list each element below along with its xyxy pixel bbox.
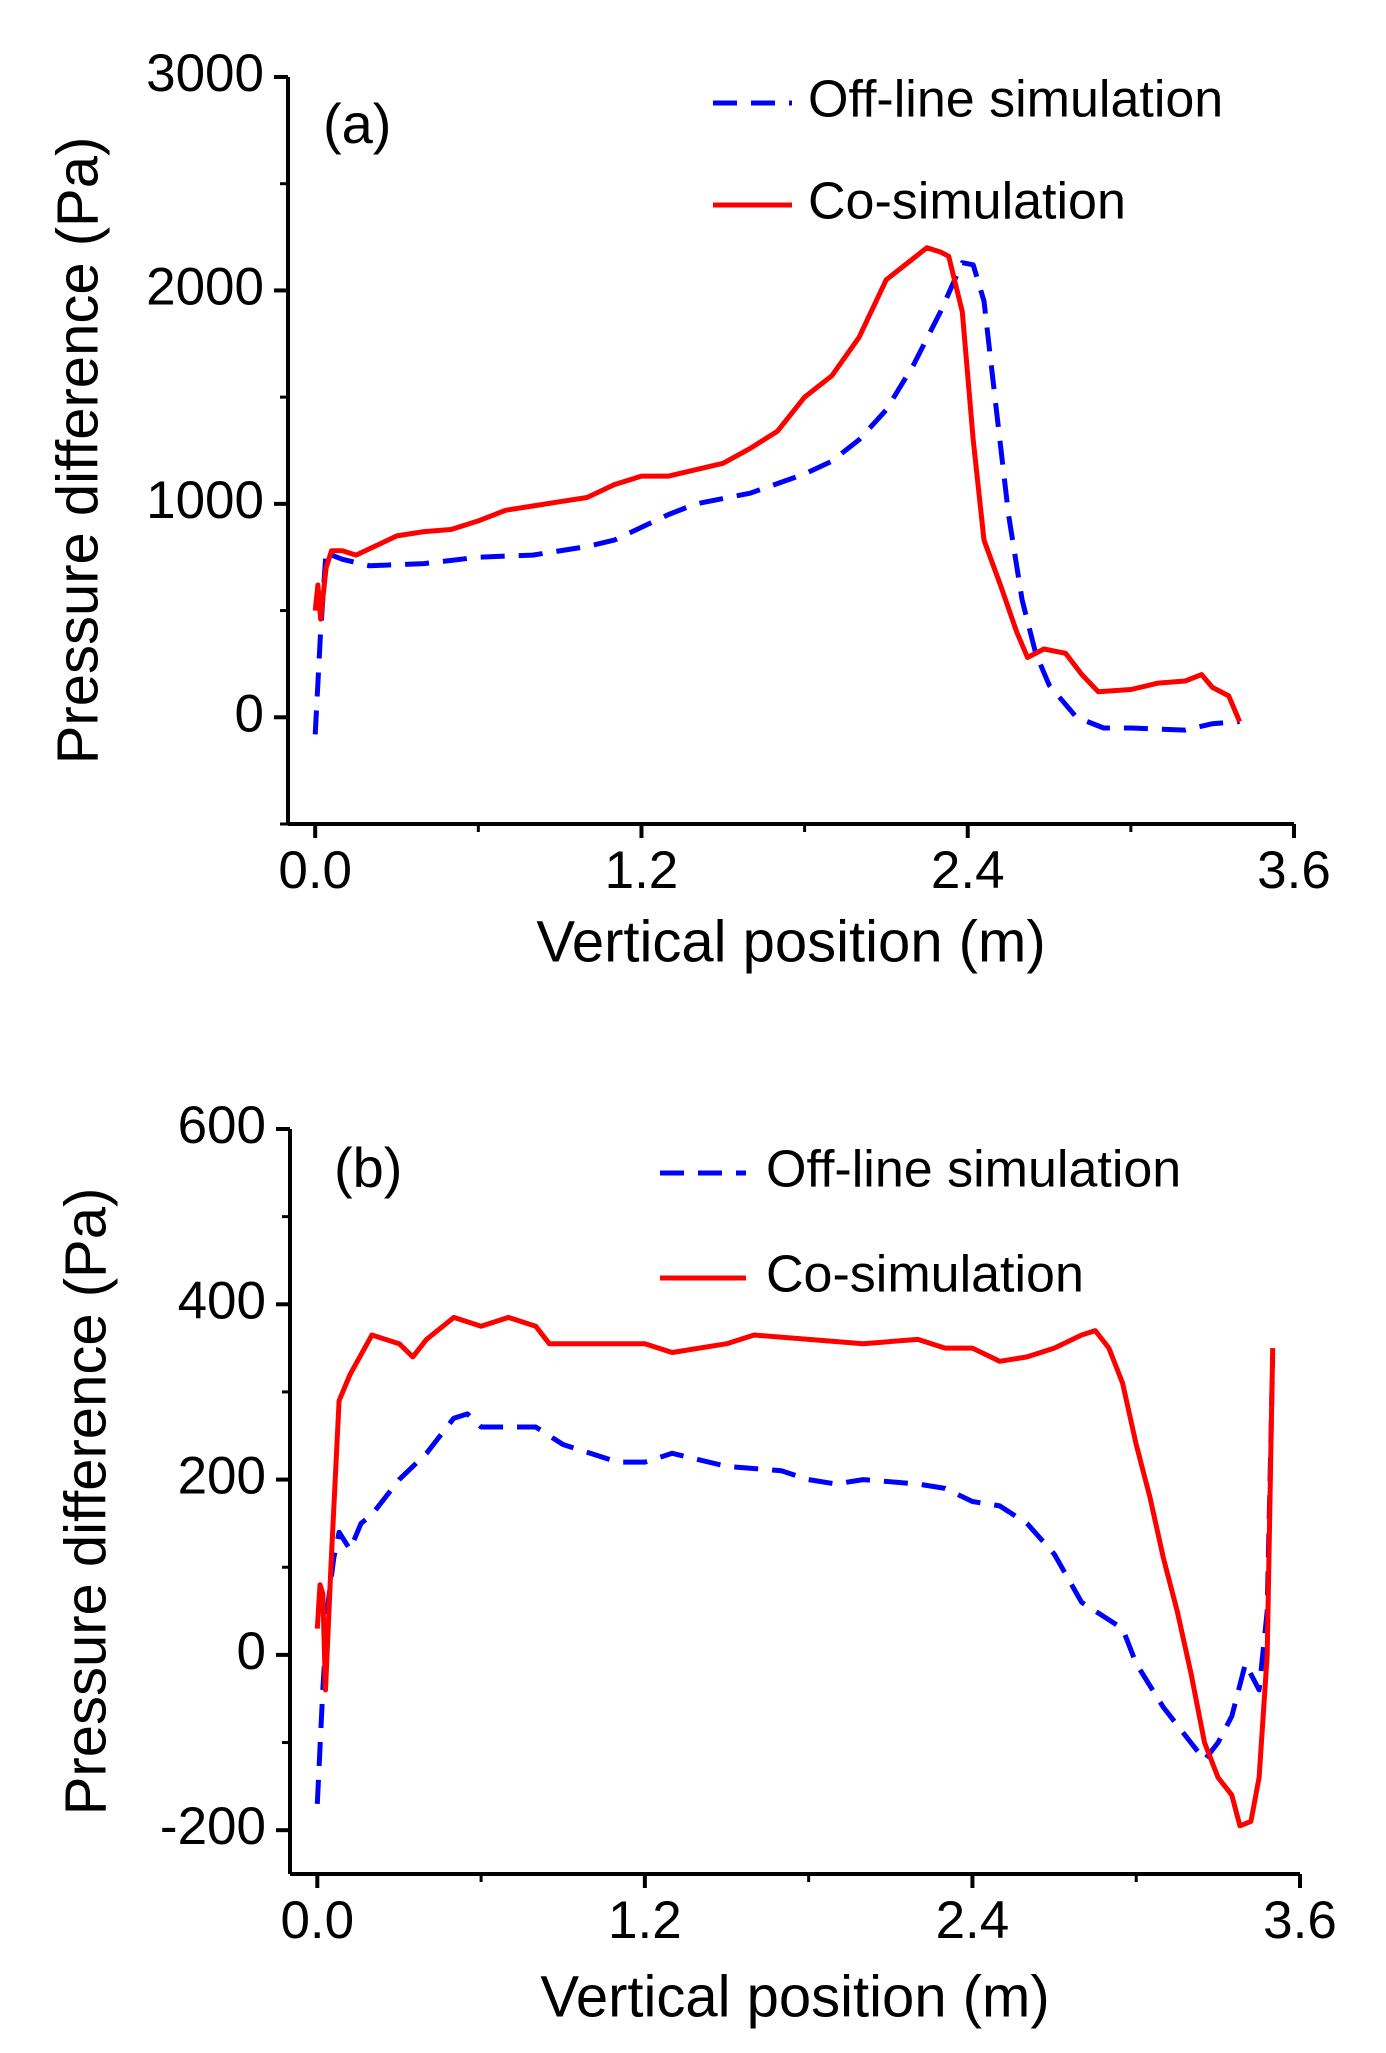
y-tick-label: 400: [178, 1271, 266, 1330]
legend-label: Off-line simulation: [808, 71, 1223, 129]
x-tick-label: 2.4: [936, 1891, 1010, 1950]
panel-label: (a): [323, 92, 391, 155]
x-tick-label: 2.4: [931, 841, 1005, 900]
data-line: [312, 245, 1242, 723]
x-tick-label: 0.0: [280, 1891, 354, 1950]
y-tick-label: 0: [237, 1622, 266, 1681]
y-tick-label: 2000: [146, 257, 264, 316]
y-axis-title: Pressure difference (Pa): [53, 1188, 118, 1816]
x-tick-label: 3.6: [1257, 841, 1331, 900]
legend-label: Off-line simulation: [766, 1141, 1181, 1199]
x-tick-label: 1.2: [608, 1891, 682, 1950]
y-tick-label: 3000: [146, 44, 264, 103]
legend-label: Co-simulation: [808, 173, 1126, 231]
y-tick-label: 0: [235, 684, 264, 743]
y-tick-label: 1000: [146, 471, 264, 530]
legend-label: Co-simulation: [766, 1246, 1084, 1304]
y-axis-title: Pressure difference (Pa): [45, 137, 110, 765]
x-axis-title: Vertical position (m): [536, 909, 1045, 974]
x-tick-label: 0.0: [278, 841, 352, 900]
y-tick-label: 600: [178, 1096, 266, 1155]
data-line: [314, 1314, 1276, 1829]
y-tick-label: 200: [178, 1447, 266, 1506]
x-tick-label: 1.2: [605, 841, 679, 900]
data-line: [312, 260, 1240, 735]
y-tick-label: -200: [160, 1797, 266, 1856]
x-tick-label: 3.6: [1263, 1891, 1337, 1950]
panel-label: (b): [334, 1136, 402, 1199]
data-line: [314, 1356, 1276, 1805]
x-axis-title: Vertical position (m): [540, 1964, 1049, 2029]
